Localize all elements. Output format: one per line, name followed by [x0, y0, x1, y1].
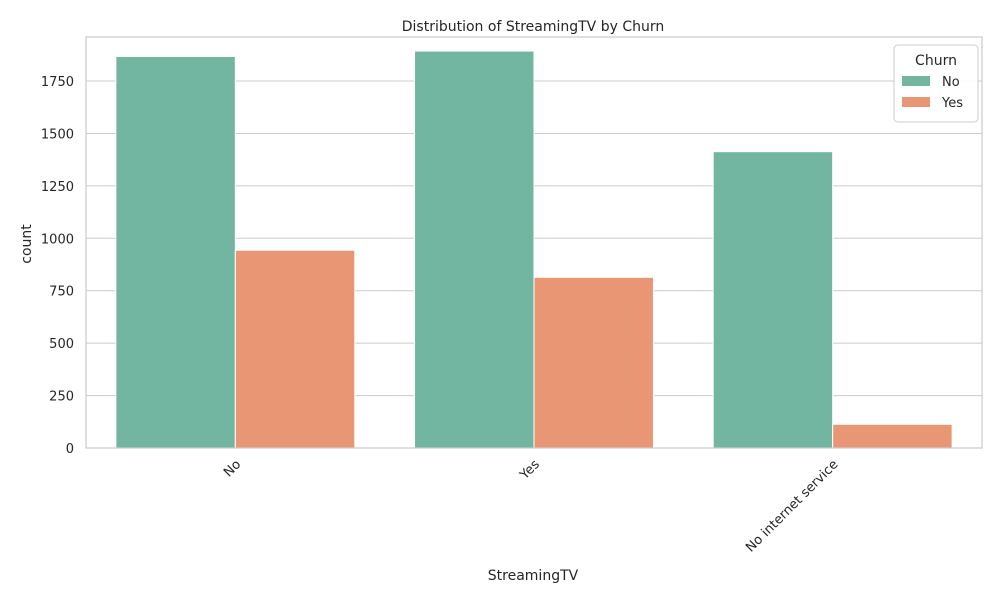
y-tick-label: 0	[66, 442, 74, 457]
y-tick-label: 1000	[41, 232, 74, 247]
bar-no-internet-service-churn-yes	[832, 423, 953, 449]
bar-no-internet-service-churn-no	[712, 151, 834, 449]
y-tick-label: 1250	[41, 180, 74, 195]
y-tick-label: 250	[49, 390, 74, 405]
axes-border	[85, 36, 983, 449]
x-tick-labels: No Yes No internet service	[221, 457, 841, 555]
axes-frame	[85, 36, 983, 449]
y-tick-label: 1500	[41, 127, 74, 142]
y-tick-label: 1750	[41, 75, 74, 90]
legend-entries: No Yes	[902, 75, 963, 111]
legend-title: Churn	[915, 53, 957, 69]
bar-no-churn-yes	[234, 249, 356, 449]
x-axis-label: StreamingTV	[488, 568, 579, 584]
y-tick-label: 750	[49, 285, 74, 300]
bar-yes-churn-no	[414, 50, 535, 449]
x-tick-label: Yes	[517, 457, 543, 483]
chart-title: Distribution of StreamingTV by Churn	[402, 19, 664, 35]
bar-no-churn-no	[115, 56, 236, 449]
x-tick-label: No	[221, 457, 244, 480]
y-axis-label: count	[19, 224, 35, 264]
y-tick-labels: 0 250 500 750 1000 1250 1500 1750	[41, 75, 74, 457]
legend-swatch-yes	[902, 97, 930, 107]
x-tick-label: No internet service	[743, 457, 841, 555]
legend: Churn No Yes	[893, 44, 979, 123]
legend-label-no: No	[942, 75, 960, 90]
legend-label-yes: Yes	[941, 96, 963, 111]
bars	[115, 50, 953, 449]
y-tick-label: 500	[49, 337, 74, 352]
legend-swatch-no	[902, 76, 930, 86]
bar-yes-churn-yes	[533, 276, 654, 449]
